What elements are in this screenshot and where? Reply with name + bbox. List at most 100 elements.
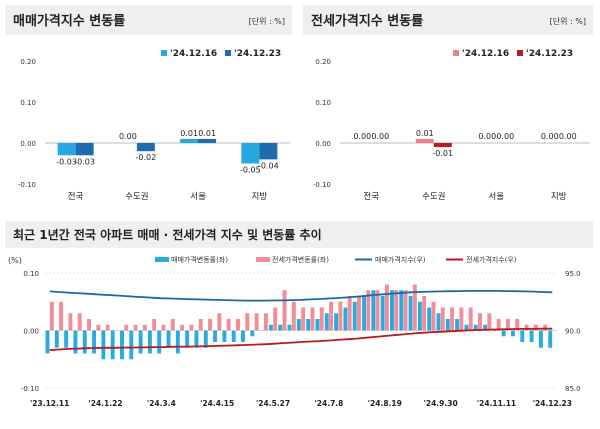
category-label: 지방 bbox=[252, 191, 268, 202]
category-label: 지방 bbox=[551, 191, 567, 202]
trend-bar bbox=[487, 313, 491, 330]
trend-bar bbox=[227, 319, 231, 331]
trend-bar bbox=[353, 302, 357, 331]
trend-bar bbox=[87, 319, 91, 331]
trend-bar bbox=[441, 308, 445, 331]
trend-bar bbox=[320, 308, 324, 331]
trend-bar bbox=[390, 290, 394, 330]
trend-bar bbox=[185, 331, 189, 348]
trend-bar bbox=[446, 319, 450, 331]
trend-bar bbox=[343, 308, 347, 331]
data-label: 0.00 bbox=[119, 132, 137, 141]
y-tick-label: 0.00 bbox=[315, 140, 331, 148]
trend-bar bbox=[399, 290, 403, 330]
trend-bar bbox=[245, 313, 249, 330]
trend-bar bbox=[73, 331, 77, 354]
trend-bar bbox=[520, 331, 524, 343]
y-tick-label: -0.10 bbox=[18, 181, 36, 189]
data-label: 0.00 bbox=[353, 132, 371, 141]
legend-jeonse-bar-label: 전세가격변동률(좌) bbox=[272, 255, 329, 264]
trend-bar bbox=[459, 308, 463, 331]
sale-panel-unit: [단위 : %] bbox=[249, 16, 285, 26]
category-label: 전국 bbox=[68, 191, 84, 202]
trend-y-unit: (%) bbox=[8, 256, 22, 265]
y-tick-label: 0.10 bbox=[20, 99, 36, 107]
sale-panel: 매매가격지수 변동률 [단위 : %] '24.12.16 '24.12.23 … bbox=[5, 5, 292, 202]
jeonse-panel-unit: [단위 : %] bbox=[550, 16, 586, 26]
legend-sale-bar-swatch bbox=[155, 257, 169, 262]
y-tick-label: 0.20 bbox=[315, 58, 331, 66]
legend-sale-line-label: 매매가격지수(우) bbox=[375, 255, 426, 264]
y2-tick-label: 90.0 bbox=[565, 328, 581, 336]
sale-legend-prev-label: '24.12.16 bbox=[170, 49, 217, 59]
x-tick-label: '24.1.22 bbox=[88, 399, 122, 408]
trend-bar bbox=[152, 319, 156, 331]
trend-bar bbox=[101, 331, 105, 360]
x-tick-label: '23.12.11 bbox=[30, 399, 69, 408]
data-label: 0.00 bbox=[496, 132, 514, 141]
trend-bar bbox=[409, 296, 413, 331]
trend-bar bbox=[143, 325, 147, 331]
trend-line bbox=[50, 329, 553, 350]
y2-tick-label: 85.0 bbox=[565, 385, 581, 393]
x-tick-label: '24.12.23 bbox=[533, 399, 572, 408]
x-tick-label: '24.3.4 bbox=[147, 399, 176, 408]
data-label: 0.01 bbox=[416, 129, 434, 138]
trend-bar bbox=[427, 308, 431, 331]
trend-bar bbox=[68, 313, 72, 330]
trend-bar bbox=[129, 331, 133, 360]
trend-bar bbox=[348, 296, 352, 331]
legend-jeonse-line-label: 전세가격지수(우) bbox=[466, 255, 517, 264]
trend-bar bbox=[418, 302, 422, 331]
y-tick-label: 0.20 bbox=[20, 58, 36, 66]
jeonse-legend-curr-label: '24.12.23 bbox=[526, 49, 573, 59]
x-tick-label: '24.4.15 bbox=[200, 399, 234, 408]
trend-bar bbox=[548, 331, 552, 348]
y-tick-label: 0.10 bbox=[23, 270, 39, 278]
trend-bar bbox=[511, 331, 515, 337]
trend-panel: 최근 1년간 전국 아파트 매매 · 전세가격 지수 및 변동률 추이 (%) … bbox=[5, 221, 593, 408]
bar bbox=[416, 139, 434, 143]
trend-bar bbox=[264, 313, 268, 330]
legend-jeonse-bar-swatch bbox=[256, 257, 270, 262]
y2-tick-label: 95.0 bbox=[565, 270, 581, 278]
trend-bar bbox=[241, 331, 245, 343]
sale-legend-prev-swatch bbox=[161, 50, 167, 56]
x-tick-label: '24.5.27 bbox=[256, 399, 290, 408]
jeonse-legend-prev-swatch bbox=[453, 50, 459, 56]
x-tick-label: '24.8.19 bbox=[368, 399, 402, 408]
trend-bar bbox=[59, 302, 63, 331]
trend-bar bbox=[120, 331, 124, 360]
trend-bar bbox=[273, 308, 277, 331]
trend-bar bbox=[92, 331, 96, 354]
trend-bar bbox=[180, 325, 184, 331]
trend-bar bbox=[199, 319, 203, 331]
data-label: -0.02 bbox=[136, 153, 157, 162]
trend-bar bbox=[394, 290, 398, 330]
trend-bar bbox=[334, 313, 338, 330]
bar bbox=[137, 143, 155, 151]
trend-bar bbox=[213, 331, 217, 343]
trend-bar bbox=[306, 319, 310, 331]
data-label: 0.01 bbox=[180, 129, 198, 138]
category-label: 수도권 bbox=[125, 191, 148, 202]
trend-bar bbox=[139, 331, 143, 354]
trend-bar bbox=[189, 325, 193, 331]
sale-panel-title: 매매가격지수 변동률 bbox=[13, 14, 125, 29]
trend-bar bbox=[385, 285, 389, 331]
sale-legend-curr-swatch bbox=[225, 50, 231, 56]
trend-bar bbox=[381, 296, 385, 331]
category-label: 수도권 bbox=[422, 191, 445, 202]
jeonse-panel: 전세가격지수 변동률 [단위 : %] '24.12.16 '24.12.23 … bbox=[303, 5, 593, 202]
jeonse-panel-title: 전세가격지수 변동률 bbox=[311, 13, 423, 29]
trend-bar bbox=[422, 296, 426, 331]
trend-bar bbox=[106, 325, 110, 331]
trend-bar bbox=[232, 331, 236, 343]
trend-bar bbox=[195, 331, 199, 348]
trend-bar bbox=[539, 331, 543, 348]
y-tick-label: -0.10 bbox=[21, 385, 39, 393]
bar bbox=[58, 143, 76, 155]
y-tick-label: -0.10 bbox=[313, 181, 331, 189]
sale-legend-curr-label: '24.12.23 bbox=[234, 49, 281, 59]
